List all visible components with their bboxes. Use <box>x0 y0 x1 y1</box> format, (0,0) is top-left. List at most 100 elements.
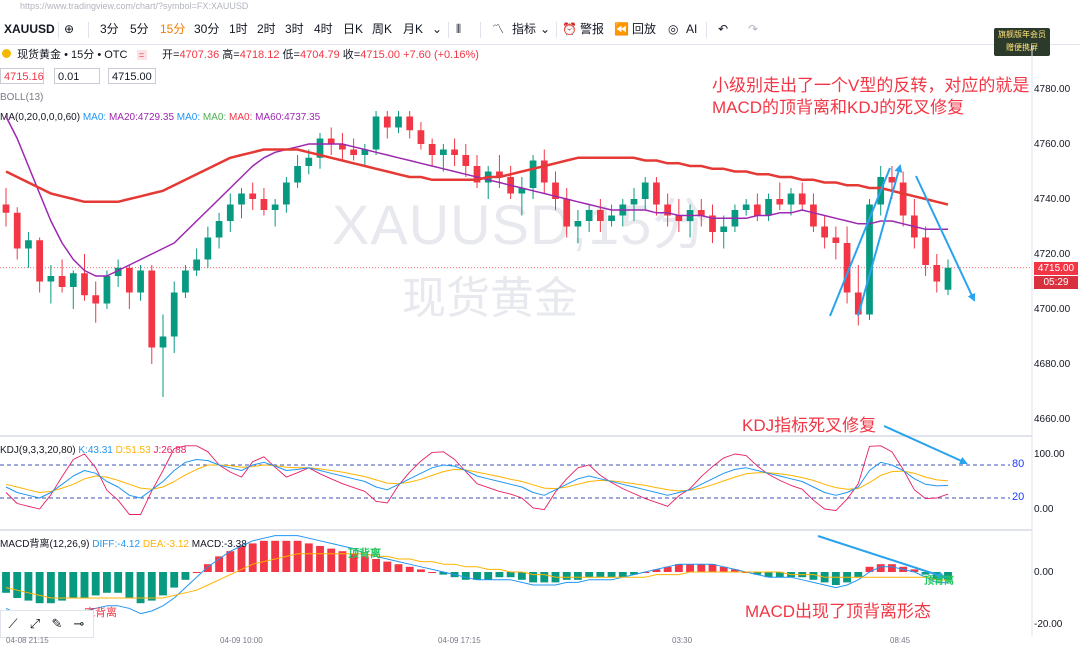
symbol-search[interactable]: XAUUSD <box>4 22 55 36</box>
boll-legend[interactable]: BOLL(13) <box>0 92 44 103</box>
ray-icon[interactable]: ⤢ <box>29 616 41 631</box>
candle-body <box>114 267 122 276</box>
ohlc-legend: 开=4707.36 高=4718.12 低=4704.79 收=4715.00 … <box>162 49 479 61</box>
indicators-icon[interactable]: 〽 <box>492 22 505 36</box>
candle-body <box>294 166 301 183</box>
sell-price-box[interactable]: 4715.16 <box>0 68 44 84</box>
ai-icon[interactable]: ◎ <box>668 22 679 36</box>
candle <box>462 144 470 177</box>
interval-3m[interactable]: 3分 <box>100 22 119 36</box>
candle <box>316 133 324 169</box>
macd-histogram-bar <box>226 551 235 572</box>
macd-arrow <box>817 535 946 579</box>
candle <box>596 199 604 232</box>
chevron-down-icon[interactable]: ⌄ <box>540 22 551 36</box>
candle-body <box>709 215 716 232</box>
undo-icon[interactable]: ↶ <box>718 22 729 36</box>
ma-legend[interactable]: MA(0,20,0,0,0,60) MA0: MA20:4729.35 MA0:… <box>0 112 321 123</box>
alarm-icon[interactable]: ⏰ <box>562 22 577 36</box>
candle-body <box>899 182 907 216</box>
chevron-down-icon[interactable]: ⌄ <box>432 22 443 36</box>
pen-icon[interactable]: ✎ <box>51 616 63 631</box>
current-price-tag: 4715.00 <box>1034 262 1078 275</box>
buy-price-box[interactable]: 4715.00 <box>108 68 156 84</box>
promo-banner[interactable]: 旗舰版年会员 赠便携屏 <box>994 28 1050 56</box>
candle <box>944 259 952 296</box>
redo-icon[interactable]: ↷ <box>748 22 759 36</box>
candle-body <box>69 273 77 287</box>
candle-body <box>36 240 44 282</box>
candle <box>125 265 133 309</box>
candle-body <box>922 237 929 265</box>
interval-1h[interactable]: 1时 <box>229 22 248 36</box>
interval-5m[interactable]: 5分 <box>130 22 149 36</box>
candle-body <box>608 215 615 221</box>
candle <box>238 188 245 219</box>
equal-icon[interactable]: = <box>136 50 147 60</box>
candle <box>58 259 66 293</box>
interval-15m[interactable]: 15分 <box>160 22 186 36</box>
ai-button[interactable]: AI <box>686 22 698 36</box>
macd-dif-line <box>5 535 949 620</box>
macd-histogram-bar <box>775 572 784 578</box>
candle-body <box>529 160 537 188</box>
macd-histogram-bar <box>46 572 55 604</box>
candle-body <box>944 267 952 290</box>
indicators-button[interactable]: 指标 <box>512 22 537 36</box>
macd-legend[interactable]: MACD背离(12,26,9) DIFF:-4.12 DEA:-3.12 MAC… <box>0 539 247 550</box>
macd-histogram-bar <box>394 564 403 572</box>
candle-body <box>215 221 223 238</box>
macd-histogram-bar <box>461 572 470 580</box>
candle-body <box>574 221 582 227</box>
candle-body <box>204 237 212 260</box>
interval-day[interactable]: 日K <box>343 22 364 36</box>
quantity-input[interactable]: 0.01 <box>54 68 100 84</box>
kdj-k-line <box>5 459 949 499</box>
countdown-tag: 05:29 <box>1034 276 1078 289</box>
replay-button[interactable]: 回放 <box>632 22 657 36</box>
interval-3h[interactable]: 3时 <box>285 22 304 36</box>
candle <box>294 155 301 188</box>
alert-button[interactable]: 警报 <box>580 22 605 36</box>
interval-month[interactable]: 月K <box>403 22 424 36</box>
kdj-tick: 0.00 <box>1034 504 1054 515</box>
candle-body <box>664 204 672 216</box>
macd-histogram-bar <box>529 572 537 583</box>
candle-body <box>585 210 593 221</box>
trendline-icon[interactable]: ⟋ <box>8 616 18 631</box>
candle <box>114 259 122 287</box>
kdj-legend[interactable]: KDJ(9,3,3,20,80) K:43.31 D:51.53 J:26.88 <box>0 445 187 456</box>
candle <box>563 188 571 238</box>
candle-body <box>518 188 526 194</box>
replay-icon[interactable]: ⏪ <box>614 22 629 36</box>
price-tick: 4720.00 <box>1034 249 1071 260</box>
open-value: 4707.36 <box>179 49 220 61</box>
candle-body <box>193 259 201 271</box>
interval-4h[interactable]: 4时 <box>314 22 333 36</box>
interval-2h[interactable]: 2时 <box>257 22 276 36</box>
candle-body <box>316 138 324 158</box>
macd-histogram-bar <box>147 572 156 601</box>
candle <box>854 265 862 326</box>
candle-body <box>339 144 346 150</box>
interval-week[interactable]: 周K <box>372 22 393 36</box>
macd-histogram-bar <box>215 556 223 572</box>
candle-body <box>260 199 268 210</box>
candle <box>552 171 559 210</box>
kdj-level-80: 80 <box>1012 458 1025 470</box>
candle-type-icon[interactable]: ⫴ <box>456 22 462 36</box>
macd-histogram-bar <box>170 572 179 588</box>
macd-histogram-bar <box>35 572 44 604</box>
annotation-divergence: MACD的顶背离和KDJ的死叉修复 <box>712 98 965 117</box>
horizontal-line-icon[interactable]: ⊸ <box>73 616 85 631</box>
candle <box>933 254 941 293</box>
candle <box>137 265 144 301</box>
interval-30m[interactable]: 30分 <box>194 22 220 36</box>
candle <box>383 111 391 139</box>
plus-circle-icon[interactable]: ⊕ <box>64 22 75 36</box>
candle-body <box>776 199 784 205</box>
candle <box>2 188 10 227</box>
macd-histogram-bar <box>585 572 594 578</box>
macd-histogram-bar <box>495 572 504 578</box>
